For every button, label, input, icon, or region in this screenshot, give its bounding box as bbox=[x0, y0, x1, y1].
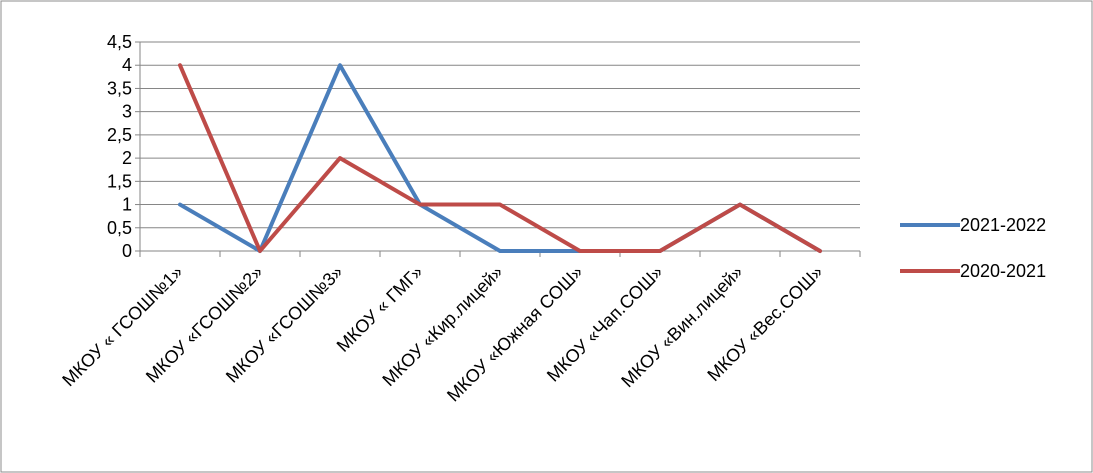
y-tick-labels: 0 0,5 1 1,5 2 2,5 3 3,5 4 4,5 bbox=[107, 32, 132, 261]
y-tick-label: 1,5 bbox=[107, 171, 132, 191]
y-tick-label: 2 bbox=[122, 148, 132, 168]
y-tick-label: 3,5 bbox=[107, 78, 132, 98]
y-tick-label: 4,5 bbox=[107, 32, 132, 52]
series-lines bbox=[178, 63, 822, 253]
series-line-2020-2021 bbox=[178, 63, 822, 253]
gridlines bbox=[140, 41, 860, 252]
y-tick-label: 4 bbox=[122, 55, 132, 75]
y-tick-label: 3 bbox=[122, 102, 132, 122]
legend-label: 2021-2022 bbox=[960, 215, 1046, 235]
legend: 2021-2022 2020-2021 bbox=[900, 215, 1046, 281]
y-tick-label: 2,5 bbox=[107, 125, 132, 145]
y-tick-label: 0 bbox=[122, 241, 132, 261]
legend-label: 2020-2021 bbox=[960, 261, 1046, 281]
y-tick-label: 0,5 bbox=[107, 218, 132, 238]
y-tick-label: 1 bbox=[122, 195, 132, 215]
